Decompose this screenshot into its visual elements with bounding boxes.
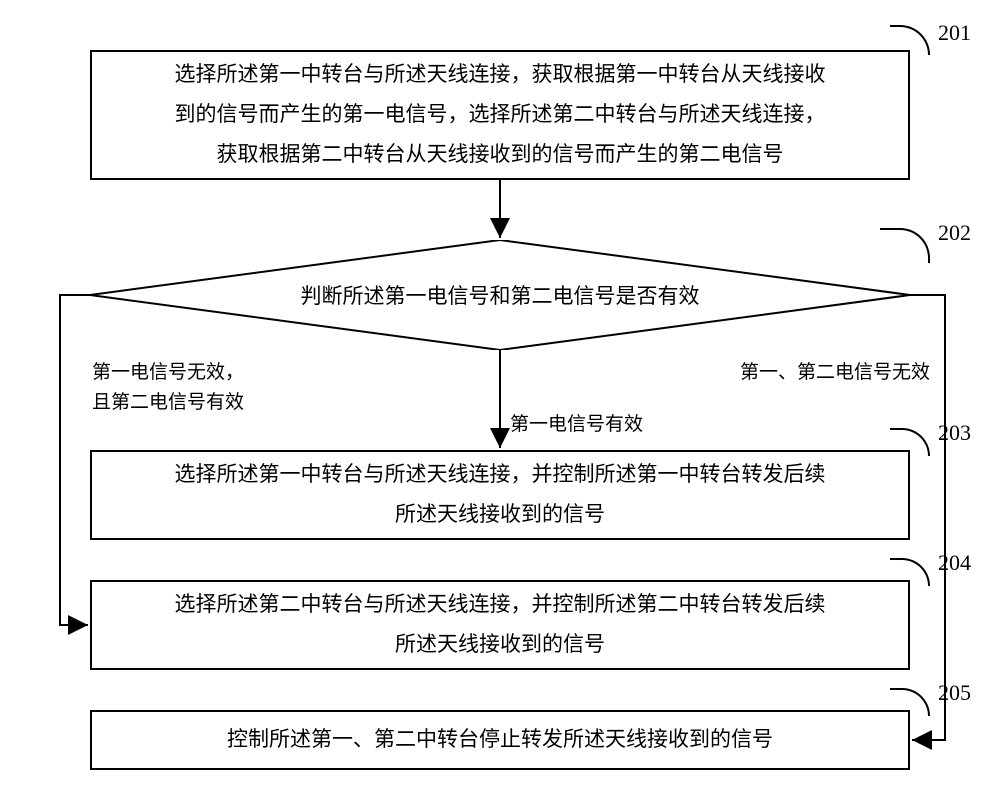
step-203-text: 选择所述第一中转台与所述天线连接，并控制所述第一中转台转发后续 所述天线接收到的…: [175, 455, 826, 535]
flowchart-canvas: 选择所述第一中转台与所述天线连接，获取根据第一中转台从天线接收 到的信号而产生的…: [20, 20, 980, 790]
step-204-text: 选择所述第二中转台与所述天线连接，并控制所述第二中转台转发后续 所述天线接收到的…: [175, 585, 826, 665]
ref-201: 201: [938, 20, 971, 46]
leader-205: [890, 688, 930, 716]
edge-label-left-2: 且第二电信号有效: [92, 388, 244, 418]
decision-202: 判断所述第一电信号和第二电信号是否有效: [90, 240, 910, 350]
edge-label-left-1: 第一电信号无效，: [92, 358, 244, 388]
ref-205: 205: [938, 680, 971, 706]
edge-label-right: 第一、第二电信号无效: [740, 358, 930, 388]
step-201-box: 选择所述第一中转台与所述天线连接，获取根据第一中转台从天线接收 到的信号而产生的…: [90, 50, 910, 180]
leader-201: [890, 25, 930, 55]
leader-202: [880, 228, 930, 263]
leader-204: [890, 558, 930, 586]
step-205-box: 控制所述第一、第二中转台停止转发所述天线接收到的信号: [90, 710, 910, 770]
leader-203: [890, 428, 930, 456]
ref-204: 204: [938, 550, 971, 576]
decision-202-text: 判断所述第一电信号和第二电信号是否有效: [90, 280, 910, 310]
step-204-box: 选择所述第二中转台与所述天线连接，并控制所述第二中转台转发后续 所述天线接收到的…: [90, 580, 910, 670]
ref-202: 202: [938, 220, 971, 246]
step-203-box: 选择所述第一中转台与所述天线连接，并控制所述第一中转台转发后续 所述天线接收到的…: [90, 450, 910, 540]
step-205-text: 控制所述第一、第二中转台停止转发所述天线接收到的信号: [227, 720, 773, 760]
edge-label-center: 第一电信号有效: [510, 410, 643, 440]
ref-203: 203: [938, 420, 971, 446]
step-201-text: 选择所述第一中转台与所述天线连接，获取根据第一中转台从天线接收 到的信号而产生的…: [175, 55, 826, 175]
